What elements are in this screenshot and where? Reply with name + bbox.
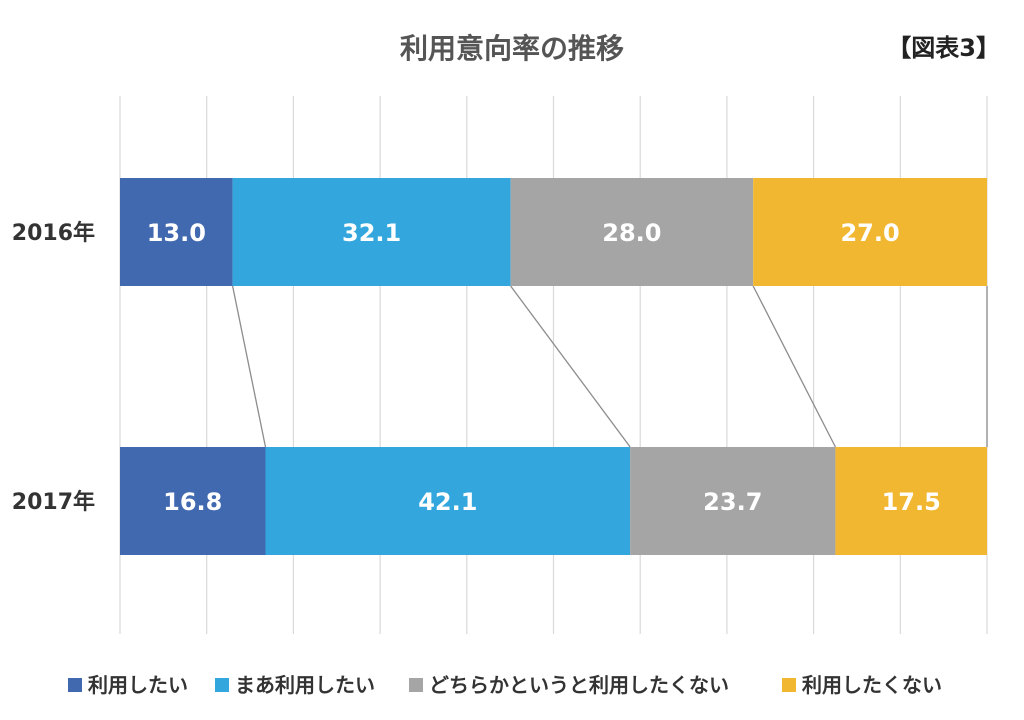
bar-segment xyxy=(120,447,266,555)
legend-swatch xyxy=(215,678,229,692)
legend: 利用したい まあ利用したい どちらかというと利用したくない 利用したくない xyxy=(68,673,942,697)
data-label: 28.0 xyxy=(602,219,661,247)
data-label: 23.7 xyxy=(703,488,762,516)
category-labels: 2016年 2017年 xyxy=(12,220,95,515)
series-lines xyxy=(231,285,988,448)
bar-segment xyxy=(265,447,631,555)
category-label: 2017年 xyxy=(12,489,95,515)
data-label: 16.8 xyxy=(163,488,222,516)
data-label: 27.0 xyxy=(840,219,899,247)
data-label: 32.1 xyxy=(342,219,401,247)
bar-segment xyxy=(630,447,836,555)
legend-label: 利用したくない xyxy=(802,673,942,697)
data-label: 42.1 xyxy=(418,488,477,516)
bar-segment xyxy=(120,178,233,286)
series-line xyxy=(231,285,267,448)
chart-title: 利用意向率の推移 xyxy=(400,32,624,65)
bar-segment xyxy=(835,447,987,555)
bar-segment xyxy=(753,178,987,286)
bar-segment xyxy=(510,178,754,286)
bars xyxy=(120,178,987,555)
legend-swatch xyxy=(782,678,796,692)
legend-swatch xyxy=(409,678,423,692)
data-label: 17.5 xyxy=(882,488,941,516)
series-line xyxy=(510,285,631,448)
legend-label: まあ利用したい xyxy=(235,673,375,697)
legend-label: どちらかというと利用したくない xyxy=(429,673,729,697)
data-label: 13.0 xyxy=(147,219,206,247)
series-line xyxy=(752,285,837,448)
legend-swatch xyxy=(68,678,82,692)
data-labels: 13.0 32.1 28.0 27.0 16.8 42.1 23.7 17.5 xyxy=(147,219,941,516)
figure-label: 【図表3】 xyxy=(887,34,1000,62)
bar-segment xyxy=(232,178,511,286)
legend-label: 利用したい xyxy=(88,673,188,697)
category-label: 2016年 xyxy=(12,220,95,246)
